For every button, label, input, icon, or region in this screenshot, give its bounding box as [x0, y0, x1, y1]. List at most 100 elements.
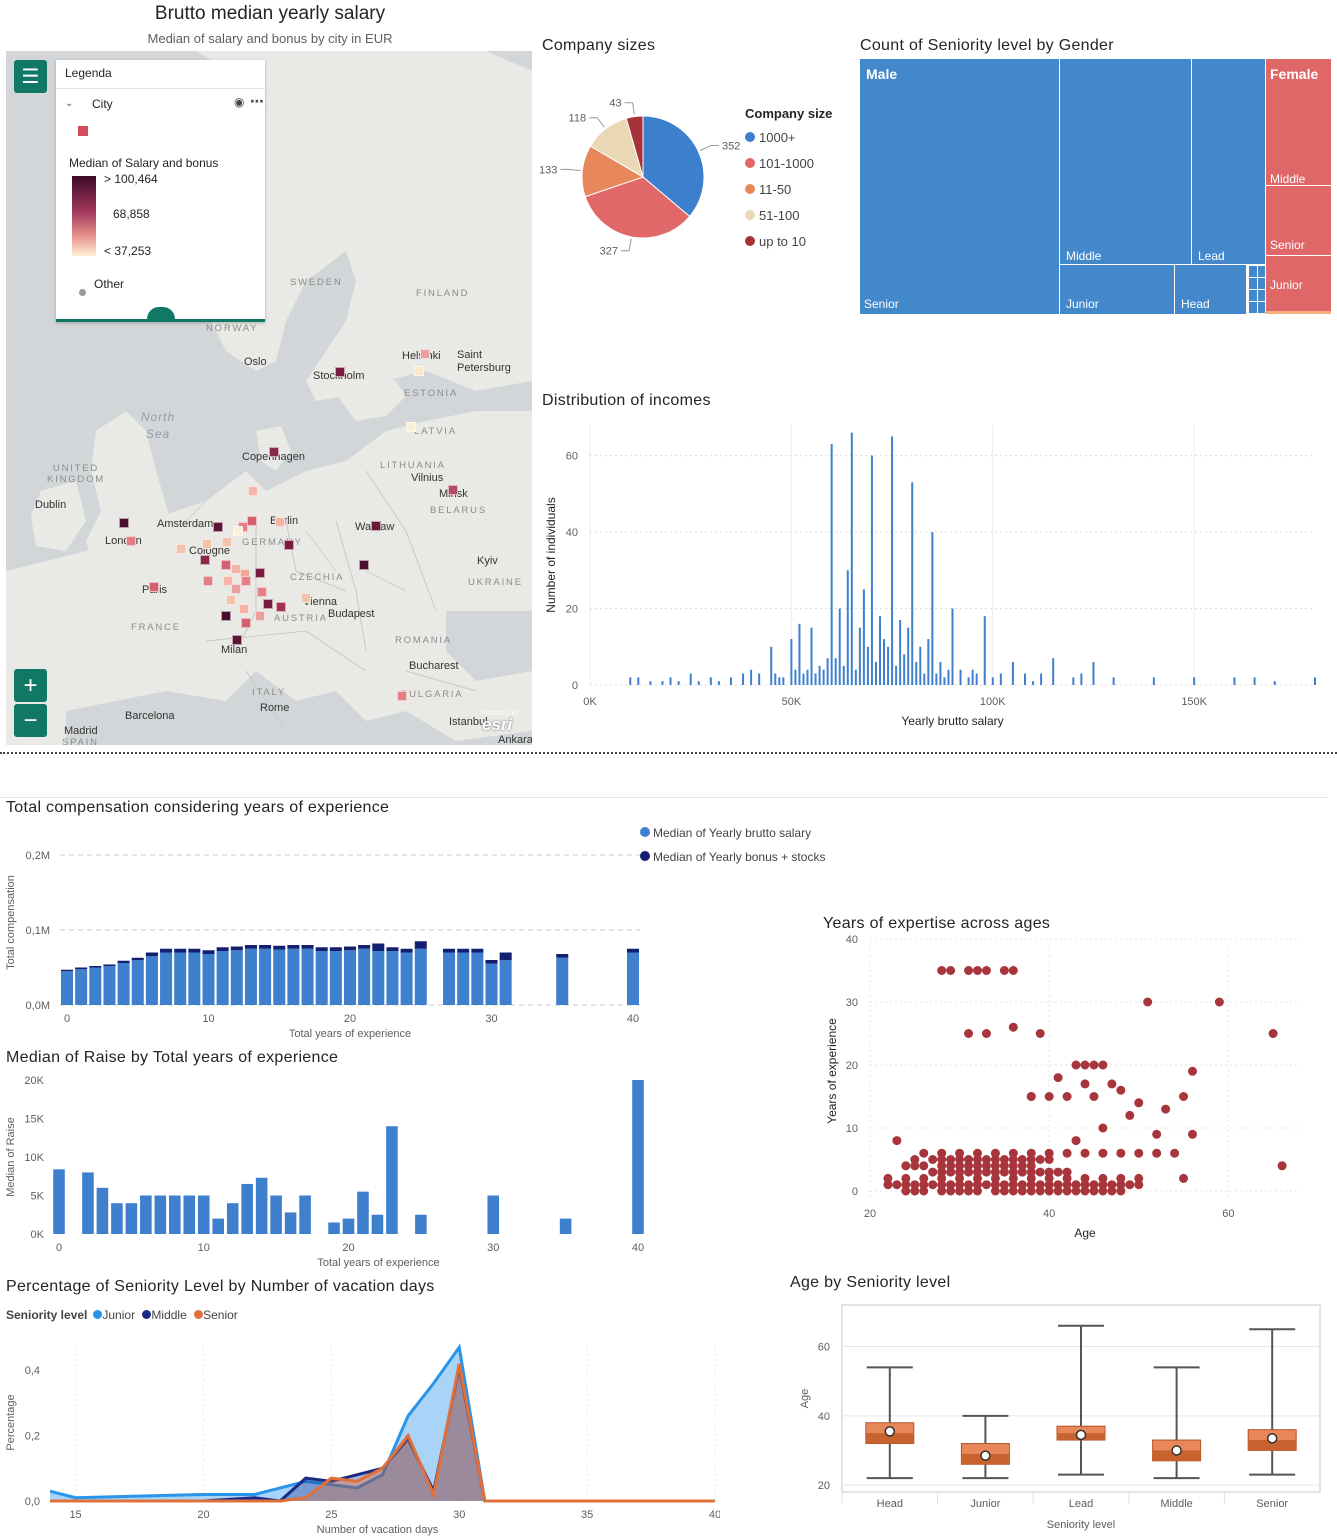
city-marker[interactable]: [263, 599, 273, 609]
treemap-cell-label: Head: [1181, 297, 1210, 311]
map-menu-button[interactable]: ☰: [14, 60, 47, 93]
city-marker[interactable]: [222, 537, 232, 547]
city-marker[interactable]: [231, 584, 241, 594]
scatter-point: [1152, 1129, 1162, 1139]
pie-leader-line: [699, 144, 720, 151]
scatter-point: [1017, 1186, 1027, 1196]
city-marker[interactable]: [149, 582, 159, 592]
pie-legend-label: up to 10: [759, 233, 806, 249]
city-label: Oslo: [244, 356, 267, 368]
city-marker[interactable]: [221, 560, 231, 570]
treemap-male-other[interactable]: [1247, 265, 1265, 314]
x-tick-label: 20: [197, 1509, 209, 1521]
country-label: UKRAINE: [468, 577, 523, 588]
city-marker[interactable]: [233, 526, 243, 536]
city-marker[interactable]: [226, 595, 236, 605]
city-marker[interactable]: [126, 536, 136, 546]
city-marker[interactable]: [335, 367, 345, 377]
boxplot-chart[interactable]: 20 40 60 Head Junior Lead Middle Senior Seniorit…: [790, 1292, 1330, 1537]
city-marker[interactable]: [232, 635, 242, 645]
bonus-bar: [414, 941, 427, 949]
scatter-point: [946, 1180, 956, 1190]
treemap-male-lead[interactable]: [1192, 59, 1265, 265]
city-marker[interactable]: [301, 593, 311, 603]
city-marker[interactable]: [276, 602, 286, 612]
pie-leader-line: [624, 102, 635, 115]
treemap[interactable]: Male Female Senior Middle Lead Junior He…: [860, 59, 1331, 314]
legend-collapse-handle[interactable]: [147, 307, 175, 319]
hist-bar: [1040, 673, 1043, 685]
country-label: ITALY: [252, 687, 286, 698]
area-fill: [50, 1363, 715, 1501]
treemap-female-middle[interactable]: [1265, 59, 1331, 186]
pie-slice: [581, 145, 645, 198]
city-marker[interactable]: [420, 349, 430, 359]
city-marker[interactable]: [241, 618, 251, 628]
city-marker[interactable]: [397, 691, 407, 701]
eye-icon[interactable]: ◉: [234, 95, 245, 109]
raise-chart[interactable]: 0K 5K 10K 15K 20K 0 10 20 30 40 Total years of exp…: [0, 1065, 700, 1275]
city-marker[interactable]: [119, 518, 129, 528]
city-marker[interactable]: [213, 522, 223, 532]
treemap-male-junior[interactable]: [1060, 265, 1175, 314]
city-marker[interactable]: [448, 485, 458, 495]
treemap-female-senior[interactable]: [1265, 186, 1331, 256]
hist-bar: [822, 669, 825, 685]
treemap-male-middle[interactable]: [1060, 59, 1192, 265]
x-axis-title: Age: [1074, 1226, 1096, 1240]
treemap-female-junior[interactable]: [1265, 256, 1331, 314]
map-land: [6, 51, 532, 745]
city-marker[interactable]: [255, 568, 265, 578]
city-marker[interactable]: [239, 604, 249, 614]
treemap-male-head[interactable]: [1175, 265, 1247, 314]
city-marker[interactable]: [247, 516, 257, 526]
mean-marker: [980, 1450, 991, 1461]
chevron-down-icon[interactable]: ⌄: [65, 98, 74, 109]
city-marker[interactable]: [275, 517, 285, 527]
city-marker[interactable]: [269, 447, 279, 457]
map-legend-panel: Legenda ⌄ City ◉ ⋯ Median of Salary and …: [56, 60, 265, 322]
hist-bar: [879, 616, 881, 685]
histogram-chart[interactable]: 0 20 40 60 0K 50K 100K 150K Yearly brutto salary…: [540, 410, 1330, 740]
y-axis-title: Number of individuals: [544, 497, 558, 612]
hist-bar: [661, 681, 664, 685]
scatter-chart[interactable]: 0 10 20 30 40 20 40 60 Age Years of experience: [820, 935, 1320, 1255]
vacation-chart[interactable]: 0,0 0,2 0,4 15 20 25 30 35 40 Number of vacation …: [0, 1324, 720, 1539]
y-tick-label: 30: [846, 997, 858, 1009]
zoom-in-button[interactable]: +: [14, 669, 47, 702]
treemap-male-senior[interactable]: [860, 59, 1060, 314]
salary-bar: [315, 951, 328, 1005]
city-marker[interactable]: [176, 544, 186, 554]
city-marker[interactable]: [200, 555, 210, 565]
hist-bar: [846, 570, 849, 685]
city-marker[interactable]: [203, 576, 213, 586]
pie-chart[interactable]: 352 327 133 118 43: [540, 80, 840, 300]
mean-marker: [1075, 1429, 1087, 1441]
city-marker[interactable]: [257, 587, 267, 597]
country-label: SPAIN: [62, 737, 99, 745]
city-marker[interactable]: [284, 540, 294, 550]
city-marker[interactable]: [223, 576, 233, 586]
city-marker[interactable]: [202, 539, 212, 549]
city-marker[interactable]: [406, 422, 416, 432]
raise-bar: [487, 1195, 500, 1234]
zoom-out-button[interactable]: −: [14, 704, 47, 737]
city-marker[interactable]: [255, 611, 265, 621]
more-options-icon[interactable]: ⋯: [250, 93, 264, 109]
compensation-chart[interactable]: 0,0M 0,1M 0,2M 0 10 20 30 40 Total years of expe…: [0, 820, 700, 1040]
hist-bar: [939, 662, 942, 685]
scatter-point: [1116, 1186, 1126, 1196]
city-marker[interactable]: [371, 521, 381, 531]
scatter-point: [981, 1180, 991, 1190]
legend-dot-icon: [745, 210, 755, 220]
city-marker[interactable]: [248, 486, 258, 496]
city-marker[interactable]: [359, 560, 369, 570]
city-label: Rome: [260, 702, 290, 714]
map-canvas[interactable]: SWEDEN FINLAND NORWAY ESTONIA LATVIA LIT…: [6, 51, 532, 745]
hist-bar: [887, 646, 890, 685]
x-axis-title: Yearly brutto salary: [901, 714, 1003, 728]
city-marker[interactable]: [221, 611, 231, 621]
city-marker[interactable]: [241, 576, 251, 586]
hist-bar: [818, 665, 821, 685]
city-marker[interactable]: [414, 366, 424, 376]
